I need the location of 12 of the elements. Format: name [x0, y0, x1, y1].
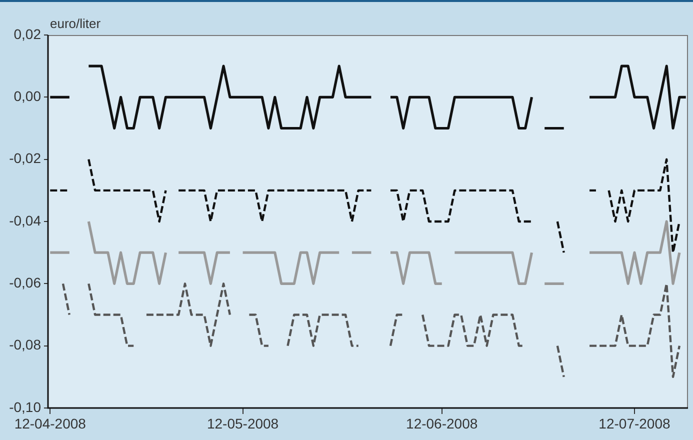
- y-tick-label: -0,04: [9, 212, 42, 228]
- y-tick-label: 0,00: [14, 88, 42, 104]
- x-tick-label: 12-04-2008: [14, 415, 86, 432]
- y-axis-title: euro/liter: [50, 16, 102, 32]
- x-tick-label: 12-06-2008: [406, 415, 478, 432]
- y-tick-label: 0,02: [14, 26, 42, 42]
- y-tick-label: -0,10: [9, 398, 42, 415]
- x-tick-label: 12-05-2008: [206, 415, 279, 432]
- y-tick-label: -0,06: [9, 274, 42, 291]
- y-tick-label: -0,02: [9, 150, 42, 166]
- y-tick-label: -0,08: [9, 336, 42, 353]
- x-tick-label: 12-07-2008: [598, 415, 671, 432]
